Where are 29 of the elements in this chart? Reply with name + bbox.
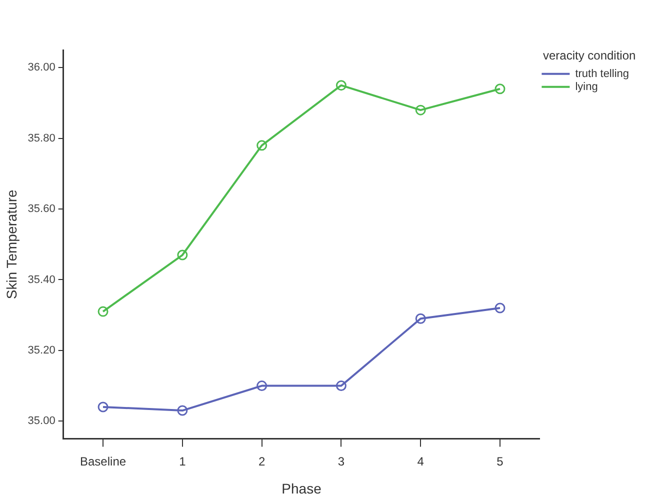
point — [494, 302, 506, 314]
y-tick-label: 36.00 — [28, 62, 56, 74]
y-tick-label: 35.60 — [28, 203, 56, 216]
legend-label: truth telling — [575, 68, 630, 80]
legend-title: veracity condition — [542, 48, 636, 62]
x-axis-title: Phase — [282, 480, 322, 496]
point — [98, 402, 108, 412]
point — [256, 380, 268, 392]
point — [177, 250, 188, 260]
point — [98, 306, 108, 317]
y-tick-label: 35.00 — [28, 415, 56, 428]
x-tick-label: 1 — [179, 454, 186, 468]
point — [415, 104, 426, 116]
point — [494, 84, 506, 94]
x-tick-label: Baseline — [80, 454, 126, 468]
legend-label: lying — [575, 80, 598, 93]
x-tick-label: 4 — [417, 454, 424, 468]
point — [177, 405, 188, 416]
point — [415, 313, 426, 324]
x-tick-label: 5 — [496, 454, 504, 468]
x-tick-label: 2 — [258, 454, 266, 468]
y-axis-title: Skin Temperature — [3, 189, 20, 300]
point — [336, 380, 346, 392]
y-tick-label: 35.40 — [28, 274, 56, 286]
point — [336, 80, 346, 91]
x-tick-label: 3 — [338, 454, 345, 468]
y-tick-label: 35.20 — [28, 344, 56, 356]
point — [256, 140, 268, 151]
y-tick-label: 35.80 — [28, 132, 56, 144]
